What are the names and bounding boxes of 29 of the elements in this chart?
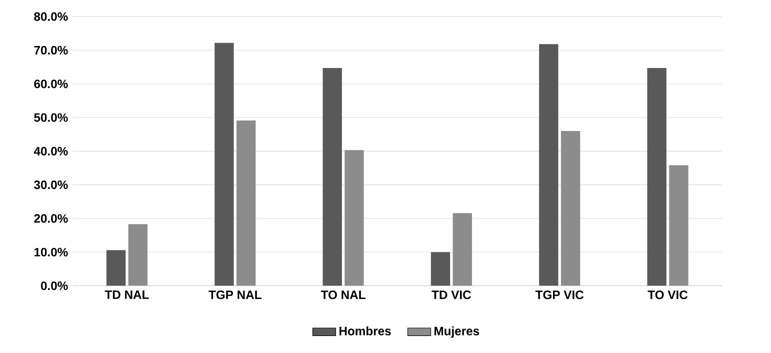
bar: [106, 250, 126, 286]
bar: [452, 213, 472, 286]
bar: [560, 131, 580, 286]
bar: [430, 252, 450, 286]
y-tick-label: 30.0%: [34, 180, 68, 190]
bar: [669, 165, 688, 286]
bar: [214, 42, 234, 286]
y-tick-label: 10.0%: [34, 248, 68, 256]
bar: [236, 120, 256, 286]
bar: [344, 150, 364, 286]
bar: [647, 68, 666, 286]
y-tick-label: 20.0%: [34, 214, 68, 223]
y-tick-label: 80.0%: [34, 12, 68, 21]
legend-label: Hombres: [340, 326, 391, 336]
y-tick-label: 50.0%: [34, 113, 68, 122]
x-tick-label: TD VIC: [432, 290, 471, 300]
x-tick-label: TD NAL: [104, 290, 149, 299]
bar: [322, 68, 342, 286]
x-tick-label: TO VIC: [648, 290, 688, 300]
legend-label: Mujeres: [434, 326, 480, 338]
bar: [128, 224, 148, 286]
y-tick-label: 70.0%: [34, 46, 68, 55]
y-tick-label: 60.0%: [34, 80, 68, 88]
x-tick-label: TGP VIC: [535, 290, 584, 300]
bar: [539, 44, 558, 286]
x-tick-label: TO NAL: [320, 290, 366, 300]
x-tick-label: TGP NAL: [208, 290, 262, 300]
y-tick-label: 0.0%: [40, 282, 68, 290]
y-tick-label: 40.0%: [34, 146, 68, 156]
